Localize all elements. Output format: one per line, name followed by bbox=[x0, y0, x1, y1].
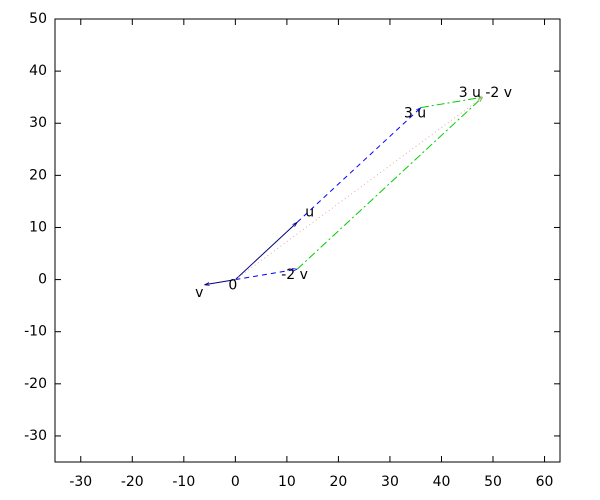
vector bbox=[204, 279, 236, 285]
point-label: u bbox=[305, 204, 314, 220]
x-tick-label: 0 bbox=[231, 474, 240, 490]
point-label: 3 u -2 v bbox=[459, 85, 512, 101]
x-tick-label: -30 bbox=[69, 474, 92, 490]
point-label: 3 u bbox=[404, 106, 426, 122]
plot-frame bbox=[54, 18, 561, 463]
y-tick-label: 30 bbox=[29, 115, 47, 131]
y-tick-label: 20 bbox=[29, 167, 47, 183]
y-tick-label: 50 bbox=[29, 11, 47, 27]
y-tick-label: -20 bbox=[24, 376, 47, 392]
x-tick-label: -10 bbox=[172, 474, 195, 490]
point-label: -2 v bbox=[281, 267, 308, 283]
y-tick-label: 0 bbox=[38, 272, 47, 288]
point-label: v bbox=[195, 285, 203, 301]
vector bbox=[420, 97, 483, 109]
x-tick-label: 40 bbox=[433, 474, 451, 490]
vector bbox=[235, 97, 482, 280]
y-tick-label: -10 bbox=[24, 324, 47, 340]
x-tick-label: -20 bbox=[121, 474, 144, 490]
point-label: 0 bbox=[228, 278, 237, 294]
y-tick-label: 40 bbox=[29, 63, 47, 79]
vector bbox=[235, 269, 297, 281]
x-tick-label: 60 bbox=[536, 474, 554, 490]
vector bbox=[296, 108, 421, 223]
x-tick-label: 30 bbox=[381, 474, 399, 490]
vector bbox=[235, 222, 297, 280]
x-tick-label: 10 bbox=[278, 474, 296, 490]
y-tick-label: -30 bbox=[24, 428, 47, 444]
vector bbox=[296, 97, 483, 270]
x-tick-label: 50 bbox=[484, 474, 502, 490]
x-tick-label: 20 bbox=[330, 474, 348, 490]
y-tick-label: 10 bbox=[29, 219, 47, 235]
